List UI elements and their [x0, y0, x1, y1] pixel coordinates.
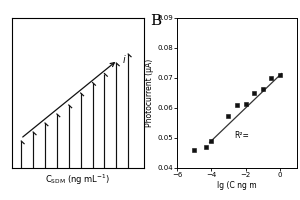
Text: R²=: R²= — [235, 131, 250, 140]
Text: i: i — [123, 55, 126, 65]
Text: B: B — [150, 14, 161, 28]
X-axis label: lg (C ng m: lg (C ng m — [217, 181, 257, 190]
X-axis label: C$_{\mathregular{SDM}}$ (ng mL$^{-1}$): C$_{\mathregular{SDM}}$ (ng mL$^{-1}$) — [46, 172, 110, 187]
Y-axis label: Photocurrent (μA): Photocurrent (μA) — [145, 59, 154, 127]
